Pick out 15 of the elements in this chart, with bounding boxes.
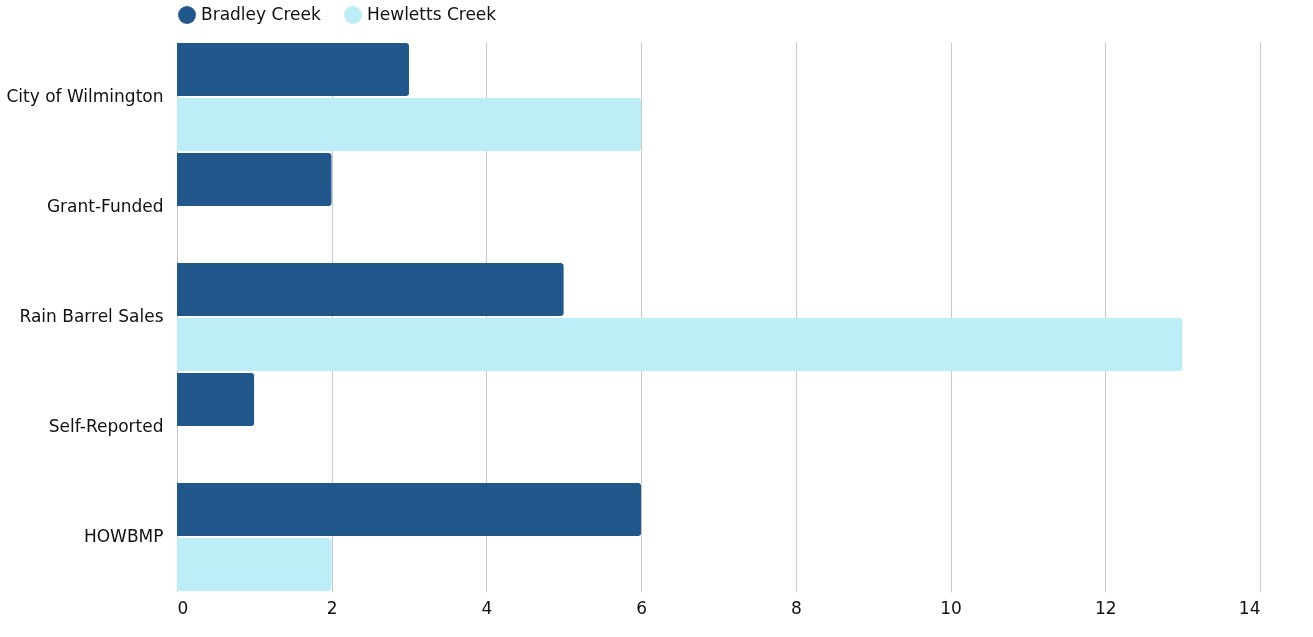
x-tick-label: 14 xyxy=(1238,597,1261,618)
x-tick-label: 0 xyxy=(177,597,189,618)
x-tick-label: 2 xyxy=(326,597,338,618)
y-tick-label: Rain Barrel Sales xyxy=(19,306,164,326)
x-tick-label: 6 xyxy=(636,597,648,618)
x-tick-label: 10 xyxy=(940,597,962,618)
legend-label: Hewletts Creek xyxy=(367,4,497,25)
y-tick-label: Self-Reported xyxy=(48,416,164,436)
y-tick-label: Grant-Funded xyxy=(46,196,164,216)
x-tick-label: 8 xyxy=(790,597,802,618)
y-tick-label: City of Wilmington xyxy=(6,86,164,106)
y-tick-label: HOWBMP xyxy=(83,526,164,546)
x-tick-label: 12 xyxy=(1094,597,1117,618)
x-tick-label: 4 xyxy=(481,597,493,618)
legend-label: Bradley Creek xyxy=(201,4,321,25)
